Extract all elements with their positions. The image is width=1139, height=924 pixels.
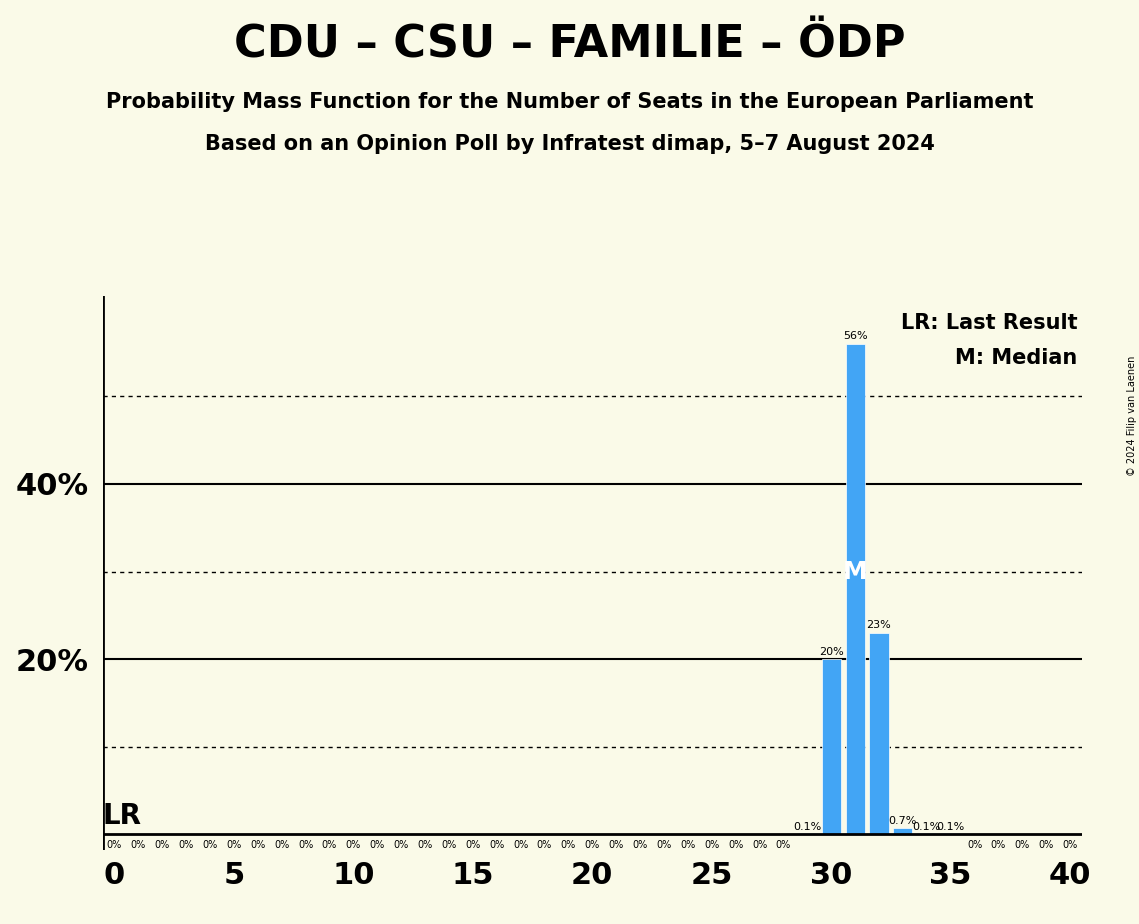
Text: Probability Mass Function for the Number of Seats in the European Parliament: Probability Mass Function for the Number… bbox=[106, 92, 1033, 113]
Text: 0%: 0% bbox=[704, 840, 720, 849]
Text: 0%: 0% bbox=[608, 840, 624, 849]
Text: 0%: 0% bbox=[1039, 840, 1054, 849]
Text: 0%: 0% bbox=[107, 840, 122, 849]
Text: 0%: 0% bbox=[417, 840, 433, 849]
Text: M: Median: M: Median bbox=[954, 348, 1077, 369]
Text: 0.1%: 0.1% bbox=[793, 821, 821, 832]
Text: 0%: 0% bbox=[465, 840, 481, 849]
Text: 0%: 0% bbox=[1063, 840, 1077, 849]
Bar bbox=[821, 659, 841, 834]
Text: 0.1%: 0.1% bbox=[936, 821, 965, 832]
Text: 0%: 0% bbox=[776, 840, 790, 849]
Text: 0%: 0% bbox=[274, 840, 289, 849]
Text: 0%: 0% bbox=[394, 840, 409, 849]
Text: 0%: 0% bbox=[155, 840, 170, 849]
Text: 0%: 0% bbox=[489, 840, 505, 849]
Bar bbox=[869, 633, 888, 834]
Text: 0%: 0% bbox=[656, 840, 672, 849]
Text: M: M bbox=[843, 560, 868, 584]
Text: LR: Last Result: LR: Last Result bbox=[901, 313, 1077, 334]
Text: 0%: 0% bbox=[227, 840, 241, 849]
Text: 0%: 0% bbox=[346, 840, 361, 849]
Bar bbox=[845, 344, 865, 834]
Text: 0%: 0% bbox=[991, 840, 1006, 849]
Text: 56%: 56% bbox=[843, 331, 868, 341]
Text: 20%: 20% bbox=[819, 647, 844, 657]
Text: 0%: 0% bbox=[370, 840, 385, 849]
Text: 0%: 0% bbox=[179, 840, 194, 849]
Text: 0%: 0% bbox=[513, 840, 528, 849]
Text: 0%: 0% bbox=[203, 840, 218, 849]
Text: 0%: 0% bbox=[752, 840, 768, 849]
Text: 0%: 0% bbox=[728, 840, 744, 849]
Text: 0.7%: 0.7% bbox=[888, 817, 917, 826]
Text: Based on an Opinion Poll by Infratest dimap, 5–7 August 2024: Based on an Opinion Poll by Infratest di… bbox=[205, 134, 934, 154]
Text: LR: LR bbox=[103, 802, 141, 830]
Text: 23%: 23% bbox=[867, 620, 892, 630]
Text: 0%: 0% bbox=[536, 840, 552, 849]
Text: 0%: 0% bbox=[322, 840, 337, 849]
Text: 0%: 0% bbox=[251, 840, 265, 849]
Text: 0%: 0% bbox=[632, 840, 648, 849]
Text: 0%: 0% bbox=[560, 840, 576, 849]
Text: 0%: 0% bbox=[1015, 840, 1030, 849]
Text: 0.1%: 0.1% bbox=[912, 821, 941, 832]
Text: CDU – CSU – FAMILIE – ÖDP: CDU – CSU – FAMILIE – ÖDP bbox=[233, 23, 906, 67]
Text: 0%: 0% bbox=[298, 840, 313, 849]
Text: 0%: 0% bbox=[131, 840, 146, 849]
Text: © 2024 Filip van Laenen: © 2024 Filip van Laenen bbox=[1126, 356, 1137, 476]
Text: 0%: 0% bbox=[680, 840, 696, 849]
Text: 0%: 0% bbox=[441, 840, 457, 849]
Bar bbox=[893, 828, 912, 834]
Text: 0%: 0% bbox=[584, 840, 600, 849]
Text: 0%: 0% bbox=[967, 840, 982, 849]
